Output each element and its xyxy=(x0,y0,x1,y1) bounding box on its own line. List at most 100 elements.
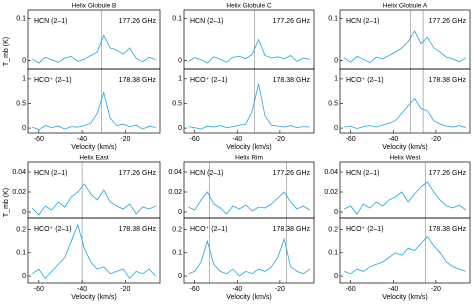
y-tick-label: 0 xyxy=(334,209,338,216)
spectrum xyxy=(32,34,156,64)
line-label: HCN (2–1) xyxy=(34,18,67,25)
panel-title: Helix Rim xyxy=(235,155,263,162)
spectrum xyxy=(188,83,310,130)
y-tick-label: 0.02 xyxy=(324,189,338,196)
x-tick-label: -60 xyxy=(190,286,200,293)
x-tick-label: -60 xyxy=(34,136,44,143)
spectrum xyxy=(344,235,466,275)
y-tick-label: 0.2 xyxy=(328,226,338,233)
x-tick-label: -40 xyxy=(388,136,398,143)
x-tick-label: -40 xyxy=(388,286,398,293)
spectrum xyxy=(344,30,466,64)
x-tick-label: -20 xyxy=(120,286,130,293)
frequency: 177.26 GHz xyxy=(429,18,467,25)
line-label: HCN (2–1) xyxy=(346,170,379,177)
y-axis-label: T_mb (K) xyxy=(3,37,10,66)
panel-title: Helix West xyxy=(390,155,421,162)
y-tick-label: 1 xyxy=(22,76,26,83)
y-tick-label: 0.5 xyxy=(16,100,26,107)
line-label: HCO⁺ (2–1) xyxy=(346,226,384,233)
x-tick-label: -40 xyxy=(77,136,87,143)
y-tick-label: 0.04 xyxy=(168,169,182,176)
y-tick-label: 0.04 xyxy=(324,169,338,176)
spectrum xyxy=(344,181,466,215)
line-label: HCN (2–1) xyxy=(190,170,223,177)
panel-title: Helix East xyxy=(79,155,108,162)
frequency: 177.26 GHz xyxy=(429,170,467,177)
x-tick-label: -20 xyxy=(275,136,285,143)
y-tick-label: 0.1 xyxy=(16,15,26,22)
frequency: 178.38 GHz xyxy=(273,77,311,84)
plot-frame xyxy=(183,68,315,134)
y-tick-label: 0 xyxy=(22,273,26,280)
line-label: HCO⁺ (2–1) xyxy=(34,77,72,84)
frequency: 178.38 GHz xyxy=(429,226,467,233)
y-tick-label: 0 xyxy=(22,57,26,64)
line-label: HCO⁺ (2–1) xyxy=(34,226,72,233)
x-tick-label: -20 xyxy=(431,136,441,143)
spectrum xyxy=(32,223,156,280)
line-label: HCN (2–1) xyxy=(190,18,223,25)
x-axis-label: Velocity (km/s) xyxy=(226,294,272,301)
line-label: HCO⁺ (2–1) xyxy=(190,77,228,84)
x-axis-label: Velocity (km/s) xyxy=(71,144,117,151)
frequency: 177.26 GHz xyxy=(273,18,311,25)
y-tick-label: 0.5 xyxy=(328,100,338,107)
x-axis-label: Velocity (km/s) xyxy=(71,294,117,301)
x-tick-label: -40 xyxy=(232,286,242,293)
y-tick-label: 0.1 xyxy=(328,250,338,257)
y-tick-label: 0 xyxy=(22,209,26,216)
plot-frame xyxy=(339,68,471,134)
y-tick-label: 0.5 xyxy=(172,100,182,107)
y-tick-label: 0.2 xyxy=(172,226,182,233)
x-tick-label: -20 xyxy=(431,286,441,293)
spectrum xyxy=(188,237,310,277)
spectrum xyxy=(188,191,310,215)
frequency: 177.26 GHz xyxy=(119,18,157,25)
y-tick-label: 0.1 xyxy=(172,250,182,257)
x-tick-label: -40 xyxy=(77,286,87,293)
y-axis-label: T_mb (K) xyxy=(3,188,10,217)
line-label: HCN (2–1) xyxy=(346,18,379,25)
spectrum xyxy=(344,97,466,130)
y-tick-label: 0 xyxy=(334,125,338,132)
y-tick-label: 0.1 xyxy=(172,15,182,22)
y-tick-label: 0.02 xyxy=(168,189,182,196)
y-tick-label: 1 xyxy=(334,76,338,83)
plot-frame xyxy=(27,68,161,134)
frequency: 178.38 GHz xyxy=(429,77,467,84)
spectrum xyxy=(32,183,156,216)
x-axis-label: Velocity (km/s) xyxy=(382,144,428,151)
x-tick-label: -20 xyxy=(120,136,130,143)
y-tick-label: 0 xyxy=(178,273,182,280)
line-label: HCN (2–1) xyxy=(34,170,67,177)
frequency: 178.38 GHz xyxy=(273,226,311,233)
frequency: 177.26 GHz xyxy=(119,170,157,177)
x-tick-label: -60 xyxy=(34,286,44,293)
frequency: 178.38 GHz xyxy=(119,226,157,233)
y-tick-label: 0 xyxy=(178,209,182,216)
y-tick-label: 0.1 xyxy=(16,250,26,257)
plot-frame xyxy=(183,217,315,284)
y-tick-label: 0.02 xyxy=(12,189,26,196)
y-tick-label: 0.1 xyxy=(328,15,338,22)
x-tick-label: -60 xyxy=(346,136,356,143)
x-axis-label: Velocity (km/s) xyxy=(382,294,428,301)
panel-title: Helix Globule B xyxy=(72,3,117,10)
x-tick-label: -40 xyxy=(232,136,242,143)
x-axis-label: Velocity (km/s) xyxy=(226,144,272,151)
x-tick-label: -60 xyxy=(346,286,356,293)
plot-frame xyxy=(27,217,161,284)
plot-frame xyxy=(339,217,471,284)
y-tick-label: 0.04 xyxy=(12,169,26,176)
y-tick-label: 0 xyxy=(178,125,182,132)
panel-title: Helix Globule A xyxy=(383,3,428,10)
x-tick-label: -60 xyxy=(190,136,200,143)
y-tick-label: 0 xyxy=(22,125,26,132)
frequency: 178.38 GHz xyxy=(119,77,157,84)
panel-title: Helix Globule C xyxy=(226,3,271,10)
y-tick-label: 0.2 xyxy=(16,226,26,233)
line-label: HCO⁺ (2–1) xyxy=(346,77,384,84)
